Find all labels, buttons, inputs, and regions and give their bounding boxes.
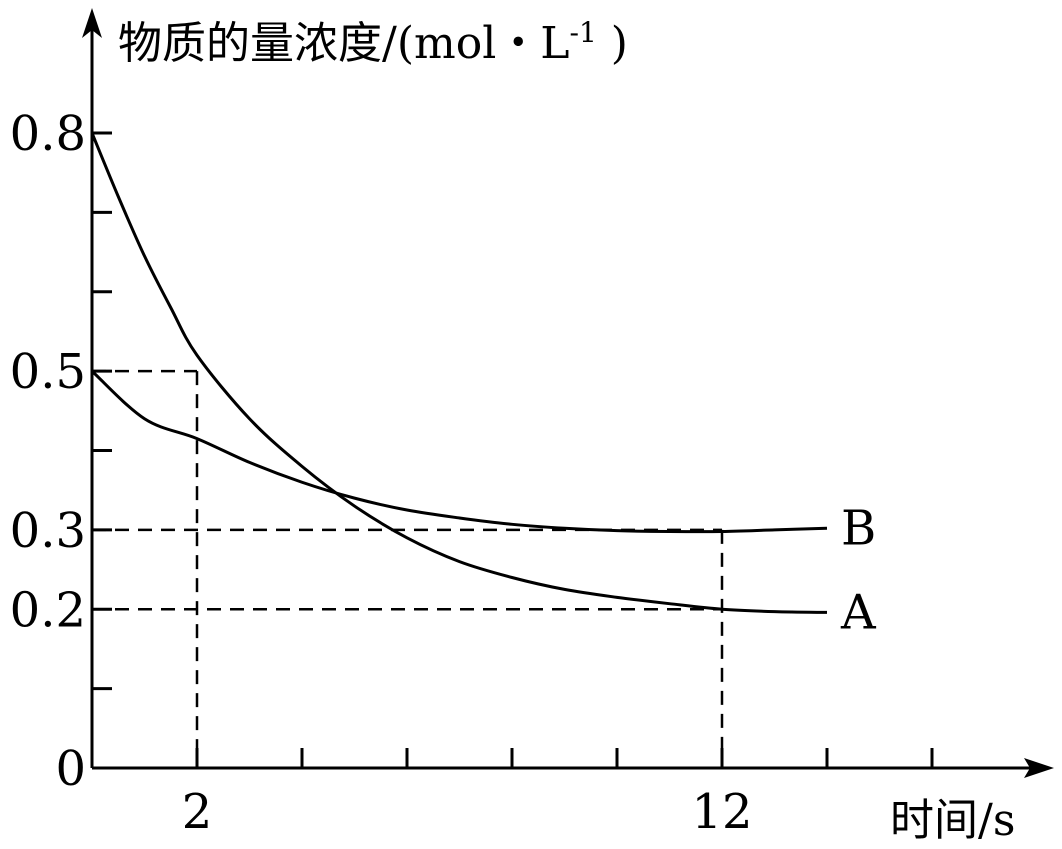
y-tick-label: 0.8 bbox=[10, 106, 86, 162]
y-tick-label: 0.5 bbox=[10, 344, 86, 400]
y-axis-title: 物质的量浓度/(mol・L-1 ) bbox=[118, 16, 628, 69]
x-tick-label: 2 bbox=[182, 784, 213, 840]
y-axis-title-superscript: -1 bbox=[570, 16, 597, 49]
y-axis-title-close: ) bbox=[597, 18, 628, 69]
x-tick-label: 12 bbox=[691, 784, 752, 840]
series-line-a bbox=[90, 132, 828, 614]
y-tick-label: 0 bbox=[55, 741, 86, 797]
x-axis-arrow bbox=[1024, 758, 1054, 778]
x-axis-title: 时间/s bbox=[890, 795, 1015, 846]
series-label-b: B bbox=[841, 500, 876, 556]
y-tick-label: 0.3 bbox=[10, 503, 86, 559]
y-tick-label: 0.2 bbox=[10, 582, 86, 638]
series-label-a: A bbox=[840, 584, 877, 640]
series-line-b bbox=[90, 370, 828, 534]
y-axis-arrow bbox=[82, 8, 102, 38]
